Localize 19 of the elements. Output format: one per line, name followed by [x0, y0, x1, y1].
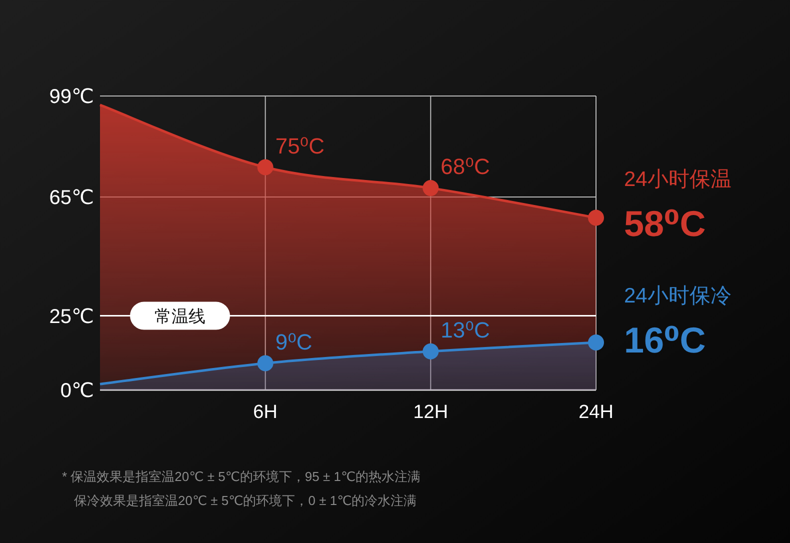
data-label: 75⁰C — [275, 133, 325, 158]
series-label: 24小时保温 — [624, 168, 732, 191]
point — [422, 180, 439, 196]
x-tick-label: 6H — [253, 402, 278, 423]
data-label: 58⁰C — [624, 202, 706, 244]
x-tick-label: 24H — [578, 402, 614, 423]
text: * 保温效果是指室温20℃ ± 5℃的环境下，95 ± 1℃的热水注满 — [62, 469, 421, 484]
text: 保冷效果是指室温20℃ ± 5℃的环境下，0 ± 1℃的冷水注满 — [74, 493, 417, 508]
point — [257, 159, 274, 176]
data-label: 68⁰C — [440, 154, 490, 180]
point — [588, 210, 604, 226]
ref-line-label: 常温线 — [154, 306, 206, 326]
data-label: 16⁰C — [624, 319, 706, 360]
y-tick-label: 0℃ — [60, 380, 94, 402]
series-label: 24小时保冷 — [624, 284, 732, 308]
x-tick-label: 12H — [413, 402, 448, 423]
y-tick-label: 99℃ — [49, 86, 94, 108]
y-tick-label: 65℃ — [49, 186, 94, 209]
y-tick-label: 25℃ — [49, 306, 94, 328]
